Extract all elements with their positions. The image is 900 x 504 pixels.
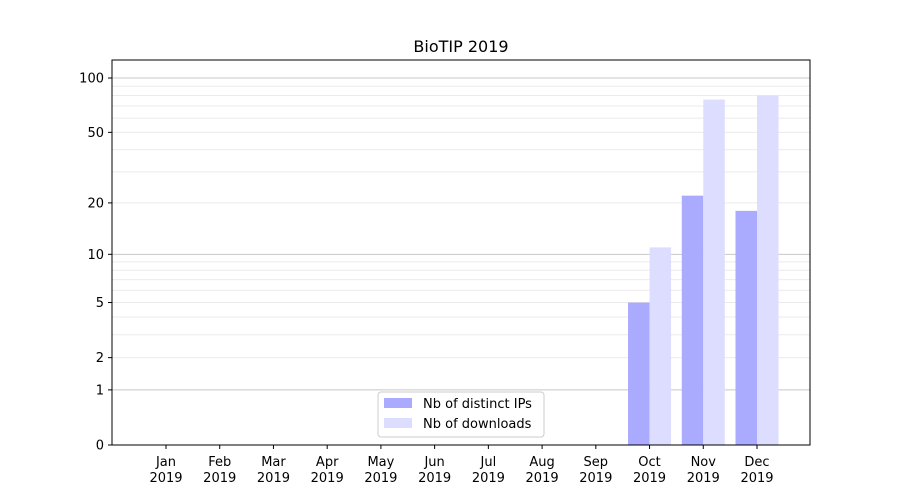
x-tick-label: Aug 2019 (526, 455, 559, 486)
x-tick-label: Sep 2019 (579, 455, 612, 486)
y-tick-label: 1 (96, 383, 104, 398)
x-tick-label: Jul 2019 (472, 455, 505, 486)
x-tick-label: Jun 2019 (418, 455, 451, 486)
x-tick-label: Feb 2019 (203, 455, 236, 486)
y-tick-label: 10 (87, 248, 104, 263)
legend-box (377, 391, 545, 438)
bar-distinct-ips (628, 302, 650, 445)
y-tick-label: 50 (87, 126, 104, 141)
x-tick-label: Jan 2019 (149, 455, 182, 486)
y-tick-label: 20 (87, 196, 104, 211)
x-tick-label: May 2019 (364, 455, 397, 486)
x-tick-label: Mar 2019 (257, 455, 290, 486)
y-tick-label: 0 (96, 439, 104, 454)
bar-downloads (757, 95, 779, 445)
bar-distinct-ips (681, 195, 704, 445)
y-tick-label: 2 (96, 351, 104, 366)
legend-swatch (384, 398, 412, 408)
x-tick-label: Nov 2019 (687, 455, 720, 486)
y-tick-label: 100 (79, 72, 104, 87)
y-tick-label: 5 (96, 296, 104, 311)
plot-frame (111, 59, 811, 446)
legend: Nb of distinct IPs Nb of downloads (377, 391, 545, 438)
legend-swatch (384, 418, 412, 428)
legend-label: Nb of downloads (423, 417, 532, 432)
bar-downloads (649, 247, 672, 445)
legend-label: Nb of distinct IPs (423, 397, 532, 412)
bar-distinct-ips (735, 210, 757, 445)
chart-title: BioTIP 2019 (413, 37, 508, 56)
x-tick-label: Oct 2019 (633, 455, 666, 486)
x-tick-label: Dec 2019 (740, 455, 773, 486)
x-tick-label: Apr 2019 (311, 455, 344, 486)
bar-downloads (703, 99, 725, 445)
